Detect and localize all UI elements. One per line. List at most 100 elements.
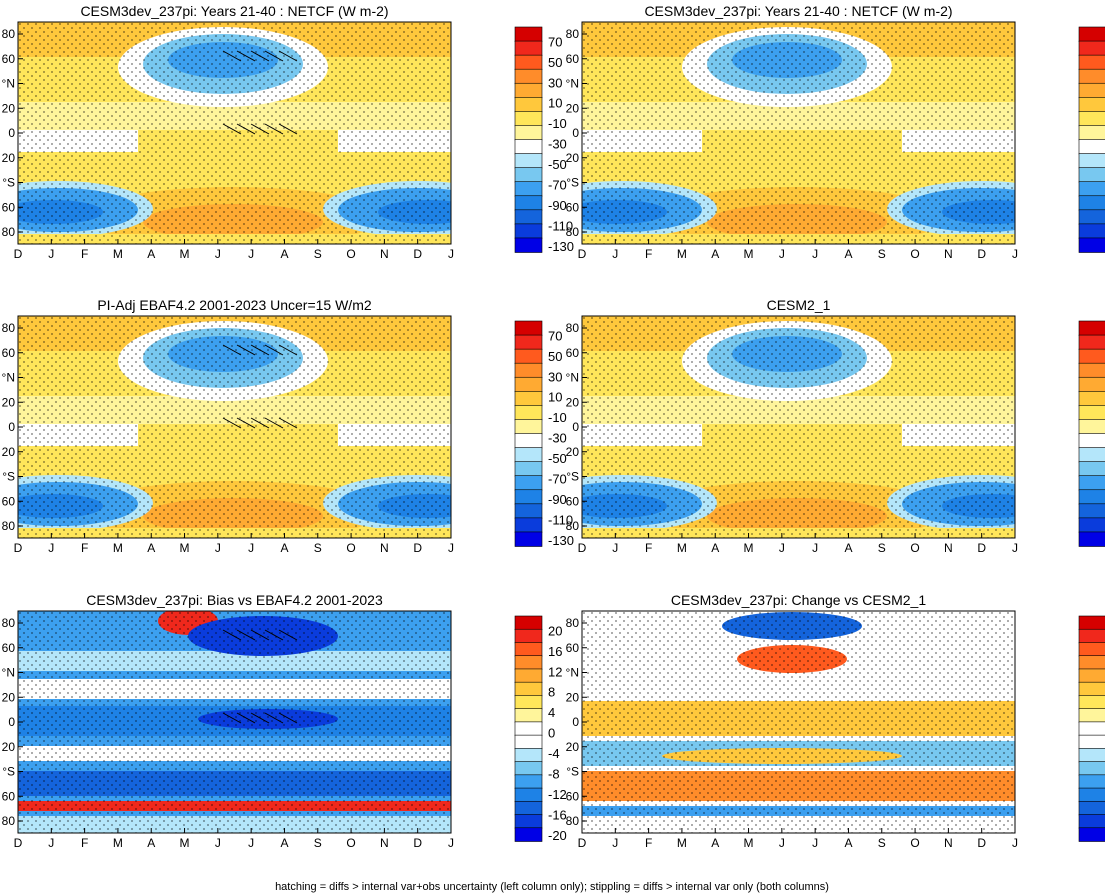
- colorbar-label: 30: [548, 75, 562, 90]
- colorbar-bin: [514, 167, 543, 183]
- y-tick-label: 80: [566, 519, 580, 533]
- y-tick-label: 20: [2, 690, 16, 704]
- colorbar-bin: [1078, 167, 1105, 183]
- colorbar-label: 4: [548, 705, 555, 720]
- y-tick-label: 60: [566, 641, 580, 655]
- hatch-line: [222, 123, 242, 135]
- y-tick-label: 60: [2, 789, 16, 803]
- colorbar-bin: [1078, 433, 1105, 449]
- colorbar-bin: [514, 748, 543, 763]
- x-tick-label: A: [280, 836, 288, 850]
- y-tick-label: 20: [2, 395, 16, 409]
- x-tick-label: D: [977, 836, 986, 850]
- y-tick-label: °N: [2, 666, 15, 680]
- colorbar-bin: [514, 54, 543, 70]
- colorbar-bin: [1078, 761, 1105, 776]
- x-tick-label: J: [448, 541, 454, 555]
- x-tick-label: M: [113, 836, 123, 850]
- colorbar-bin: [514, 681, 543, 697]
- x-tick-label: J: [612, 836, 618, 850]
- colorbar-bin: [514, 447, 543, 463]
- colorbar-bin: [1078, 68, 1105, 85]
- x-tick-label: O: [910, 836, 919, 850]
- y-tick-label: 60: [566, 346, 580, 360]
- colorbar-bin: [514, 475, 543, 491]
- colorbar-bin: [514, 97, 543, 113]
- x-tick-label: J: [448, 247, 454, 261]
- y-tick-label: 60: [566, 52, 580, 66]
- y-tick-label: 60: [2, 346, 16, 360]
- x-tick-label: J: [48, 247, 54, 261]
- x-tick-label: N: [380, 247, 389, 261]
- hatch-line: [264, 629, 284, 641]
- x-tick-label: J: [779, 836, 785, 850]
- colorbar-bin: [1078, 209, 1105, 225]
- y-tick-label: 80: [2, 814, 16, 828]
- hatching: [222, 50, 298, 135]
- panel-title: CESM3dev_237pi: Bias vs EBAF4.2 2001-202…: [86, 592, 383, 608]
- colorbar-bin: [1078, 787, 1105, 803]
- x-tick-label: A: [844, 541, 852, 555]
- panel-3: PI-Adj EBAF4.2 2001-2023 Uncer=15 W/m2 D J…: [2, 297, 575, 555]
- x-tick-label: F: [81, 836, 88, 850]
- x-tick-label: D: [578, 836, 587, 850]
- x-tick-label: M: [677, 541, 687, 555]
- hatch-line: [236, 50, 256, 62]
- colorbar-bin: [1078, 814, 1105, 829]
- x-tick-label: M: [113, 247, 123, 261]
- colorbar-label: 12: [548, 664, 562, 679]
- colorbar-label: -10: [548, 116, 567, 131]
- colorbar-bin: [1078, 734, 1105, 750]
- y-tick-label: °S: [566, 176, 579, 190]
- y-tick-label: 80: [566, 27, 580, 41]
- x-tick-label: J: [779, 541, 785, 555]
- colorbar-bin: [1078, 642, 1105, 657]
- x-tick-label: M: [677, 247, 687, 261]
- x-tick-label: D: [14, 836, 23, 850]
- colorbar-bin: [1078, 517, 1105, 533]
- y-tick-label: 20: [566, 151, 580, 165]
- colorbar-bin: [514, 391, 543, 407]
- colorbar-label: 16: [548, 644, 562, 659]
- colorbar-label: 10: [548, 96, 562, 111]
- colorbar-bin: [1078, 111, 1105, 127]
- contour-field: [582, 316, 1015, 538]
- x-tick-label: M: [180, 541, 190, 555]
- x-tick-label: A: [711, 541, 719, 555]
- panel-title: PI-Adj EBAF4.2 2001-2023 Uncer=15 W/m2: [97, 297, 372, 313]
- x-tick-label: J: [248, 836, 254, 850]
- colorbar-bin: [514, 503, 543, 519]
- x-tick-label: S: [314, 247, 322, 261]
- colorbar-bin: [1078, 708, 1105, 723]
- panel-4: CESM2_1 D J F M A M J J A S O N D J 80 60 °N 20 0 20 °S 60 80 70…: [566, 297, 1105, 555]
- colorbar-label: 50: [548, 55, 562, 70]
- x-tick-label: O: [346, 541, 355, 555]
- stippling: [18, 22, 451, 244]
- panel-2: CESM3dev_237pi: Years 21-40 : NETCF (W m…: [566, 3, 1105, 261]
- x-tick-label: A: [147, 247, 155, 261]
- colorbar-label: -50: [548, 157, 567, 172]
- colorbar-bin: [514, 362, 543, 379]
- colorbar-label: -4: [548, 746, 560, 761]
- hatch-line: [222, 629, 242, 641]
- y-tick-label: 80: [566, 321, 580, 335]
- y-tick-label: °N: [2, 77, 15, 91]
- y-tick-label: 60: [2, 494, 16, 508]
- colorbar-bin: [1078, 334, 1105, 350]
- y-tick-label: °N: [566, 371, 579, 385]
- hatch-line: [278, 629, 298, 641]
- colorbar-label: 50: [548, 349, 562, 364]
- colorbar-bin: [514, 761, 543, 776]
- colorbar-bin: [1078, 721, 1105, 736]
- x-tick-label: N: [944, 541, 953, 555]
- colorbar-label: -90: [548, 198, 567, 213]
- x-tick-label: M: [744, 541, 754, 555]
- y-tick-label: 0: [8, 715, 15, 729]
- y-tick-label: 20: [2, 445, 16, 459]
- colorbar-label: -10: [548, 410, 567, 425]
- x-tick-label: D: [578, 247, 587, 261]
- x-tick-label: S: [314, 836, 322, 850]
- x-tick-label: D: [413, 247, 422, 261]
- y-tick-label: 0: [8, 420, 15, 434]
- colorbar-bin: [514, 320, 543, 336]
